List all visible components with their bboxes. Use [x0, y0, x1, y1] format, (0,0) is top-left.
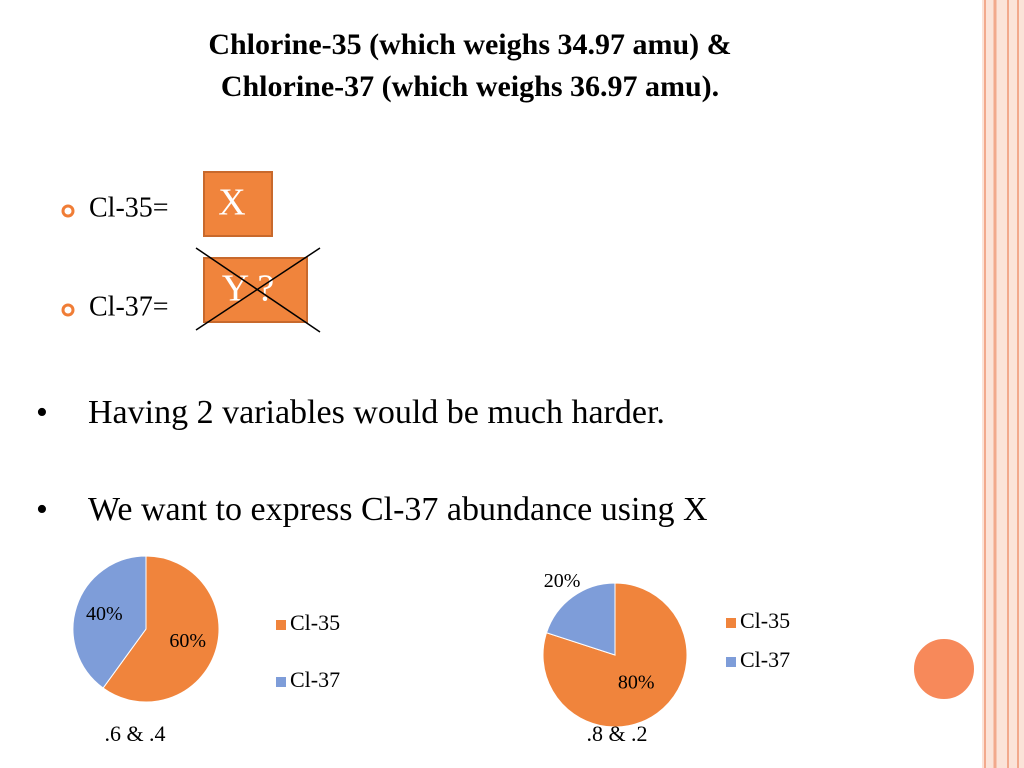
pie-slice — [102, 555, 220, 703]
legend-label: Cl-37 — [740, 647, 790, 672]
title-line: Chlorine-37 (which weighs 36.97 amu). — [221, 70, 719, 103]
bullet-dot: • — [36, 491, 48, 528]
legend-label: Cl-37 — [290, 667, 340, 692]
bullet-dot: • — [36, 394, 48, 431]
title-line: Chlorine-35 (which weighs 34.97 amu) & — [208, 28, 731, 61]
item: Cl-35= — [89, 192, 169, 223]
bullet: We want to express Cl-37 abundance using… — [88, 491, 708, 528]
cross-line — [195, 247, 321, 333]
box-label: X — [218, 182, 245, 224]
item-marker — [61, 303, 75, 317]
data-label: 60% — [169, 630, 206, 652]
legend-swatch — [726, 657, 736, 667]
legend-swatch — [726, 618, 736, 628]
caption: .6 & .4 — [104, 721, 165, 746]
legend-swatch — [276, 620, 286, 630]
pie-slice — [72, 555, 147, 689]
pie-slice — [545, 582, 616, 656]
decor-circle — [912, 637, 976, 701]
box — [203, 171, 273, 237]
legend-label: Cl-35 — [740, 608, 790, 633]
cross-line — [195, 247, 321, 331]
bullet: Having 2 variables would be much harder. — [88, 394, 665, 431]
item: Cl-37= — [89, 291, 169, 322]
data-label: 20% — [544, 570, 581, 592]
legend-label: Cl-35 — [290, 610, 340, 635]
item-marker — [61, 204, 75, 218]
box-label: Y ? — [222, 268, 274, 310]
data-label: 40% — [86, 603, 123, 625]
data-label: 80% — [618, 672, 655, 694]
legend-swatch — [276, 677, 286, 687]
caption: .8 & .2 — [586, 721, 647, 746]
